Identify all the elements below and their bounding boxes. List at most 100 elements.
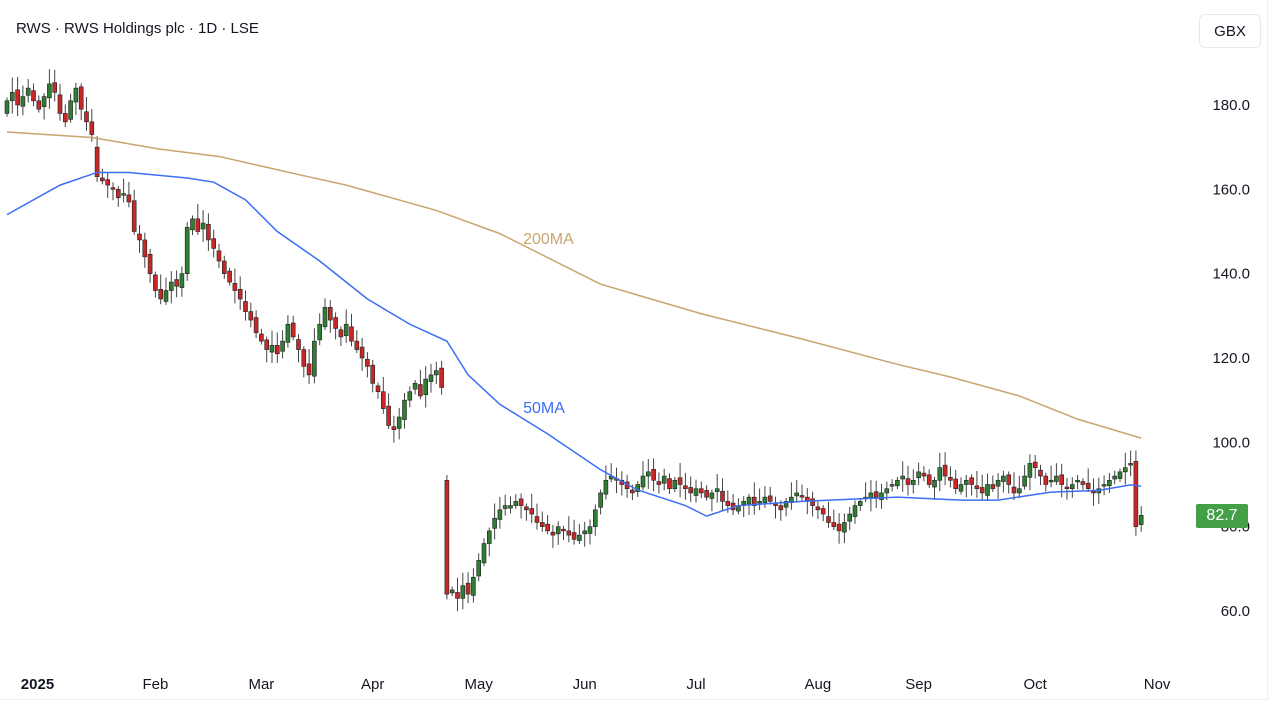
candle — [852, 500, 858, 524]
candle — [836, 513, 842, 544]
candle-body-up — [879, 492, 884, 500]
candle-body-up — [73, 87, 79, 103]
candle — [942, 452, 948, 486]
candle-body-down — [529, 508, 535, 515]
candle — [1117, 468, 1123, 482]
candle-body-up — [460, 585, 466, 599]
x-tick-label: Jul — [686, 676, 705, 693]
candle-body-up — [995, 479, 1001, 487]
candle-body-up — [884, 488, 890, 494]
candle-body-down — [767, 495, 773, 502]
candle — [195, 204, 201, 235]
candle — [974, 471, 980, 498]
candle-body-up — [402, 399, 407, 420]
candle — [492, 503, 497, 540]
y-tick-label: 60.0 — [1221, 603, 1250, 620]
candle-body-up — [1101, 484, 1107, 487]
candle — [672, 476, 678, 493]
candle — [1006, 471, 1012, 494]
candle-body-down — [84, 111, 89, 123]
candle-body-down — [370, 364, 376, 384]
candle — [566, 516, 572, 543]
candle — [857, 497, 863, 511]
candle — [513, 494, 519, 509]
candle-body-down — [386, 405, 391, 426]
candle — [47, 69, 52, 109]
candle-body-up — [587, 526, 593, 534]
candle — [545, 515, 550, 535]
candle-body-up — [603, 479, 609, 495]
candle — [137, 224, 142, 253]
candle — [1038, 464, 1043, 486]
candle — [237, 276, 243, 310]
candle — [264, 336, 270, 363]
candle — [879, 483, 884, 509]
candle — [905, 465, 911, 496]
candle-body-down — [651, 469, 656, 481]
candle-body-up — [916, 471, 921, 479]
candle — [757, 488, 762, 511]
candle — [78, 83, 84, 121]
candle — [1043, 472, 1049, 492]
candle — [640, 461, 646, 491]
candle — [1133, 450, 1139, 536]
candle-body-up — [640, 475, 646, 488]
chart-frame — [0, 0, 1268, 700]
candle — [794, 480, 800, 502]
candle — [169, 271, 174, 304]
candle — [688, 476, 694, 502]
candle-body-up — [10, 92, 15, 102]
candle-body-down — [990, 484, 996, 490]
candle-body-up — [200, 222, 206, 230]
candle-body-up — [555, 526, 561, 535]
currency-button[interactable]: GBX — [1199, 14, 1261, 48]
candle — [253, 310, 259, 338]
candle-body-down — [232, 283, 238, 291]
candle — [365, 352, 370, 378]
candle — [10, 77, 15, 114]
candle-body-down — [418, 384, 423, 397]
candle-body-down — [698, 488, 704, 494]
ma-label-50ma: 50MA — [523, 400, 565, 417]
candle-body-up — [1001, 475, 1006, 482]
candle — [338, 326, 344, 346]
candle — [783, 497, 789, 517]
candle-body-up — [407, 391, 413, 401]
candle-body-down — [1080, 481, 1086, 485]
candle — [767, 486, 773, 505]
candle-body-up — [598, 492, 603, 508]
candle-body-down — [677, 477, 683, 485]
candle — [614, 467, 619, 494]
candle — [370, 359, 376, 393]
candle — [698, 481, 704, 499]
candle-body-down — [439, 367, 444, 388]
candle-body-down — [147, 253, 153, 274]
candle-body-down — [259, 333, 264, 342]
x-tick-label: Oct — [1024, 676, 1048, 693]
candle-body-down — [391, 426, 397, 430]
candle — [306, 349, 312, 384]
candle — [433, 361, 439, 384]
candle-body-down — [327, 307, 333, 321]
candle — [153, 271, 158, 298]
candle-body-down — [953, 478, 959, 490]
candle — [937, 452, 943, 492]
candle — [68, 93, 73, 123]
candle-body-up — [1112, 475, 1117, 480]
candle-body-down — [137, 233, 142, 241]
candle — [380, 376, 386, 414]
candle-body-down — [264, 339, 270, 350]
candle — [465, 572, 471, 604]
candle-body-down — [142, 239, 148, 258]
candle-body-down — [630, 489, 635, 494]
candle — [985, 473, 990, 501]
candle-body-up — [1022, 475, 1027, 487]
candle — [799, 484, 805, 501]
candle-body-up — [497, 509, 503, 520]
candle — [1011, 472, 1017, 501]
x-tick-label: Nov — [1144, 676, 1171, 693]
candle-body-down — [100, 177, 105, 182]
candle — [391, 415, 397, 443]
candle-body-down — [338, 329, 344, 338]
